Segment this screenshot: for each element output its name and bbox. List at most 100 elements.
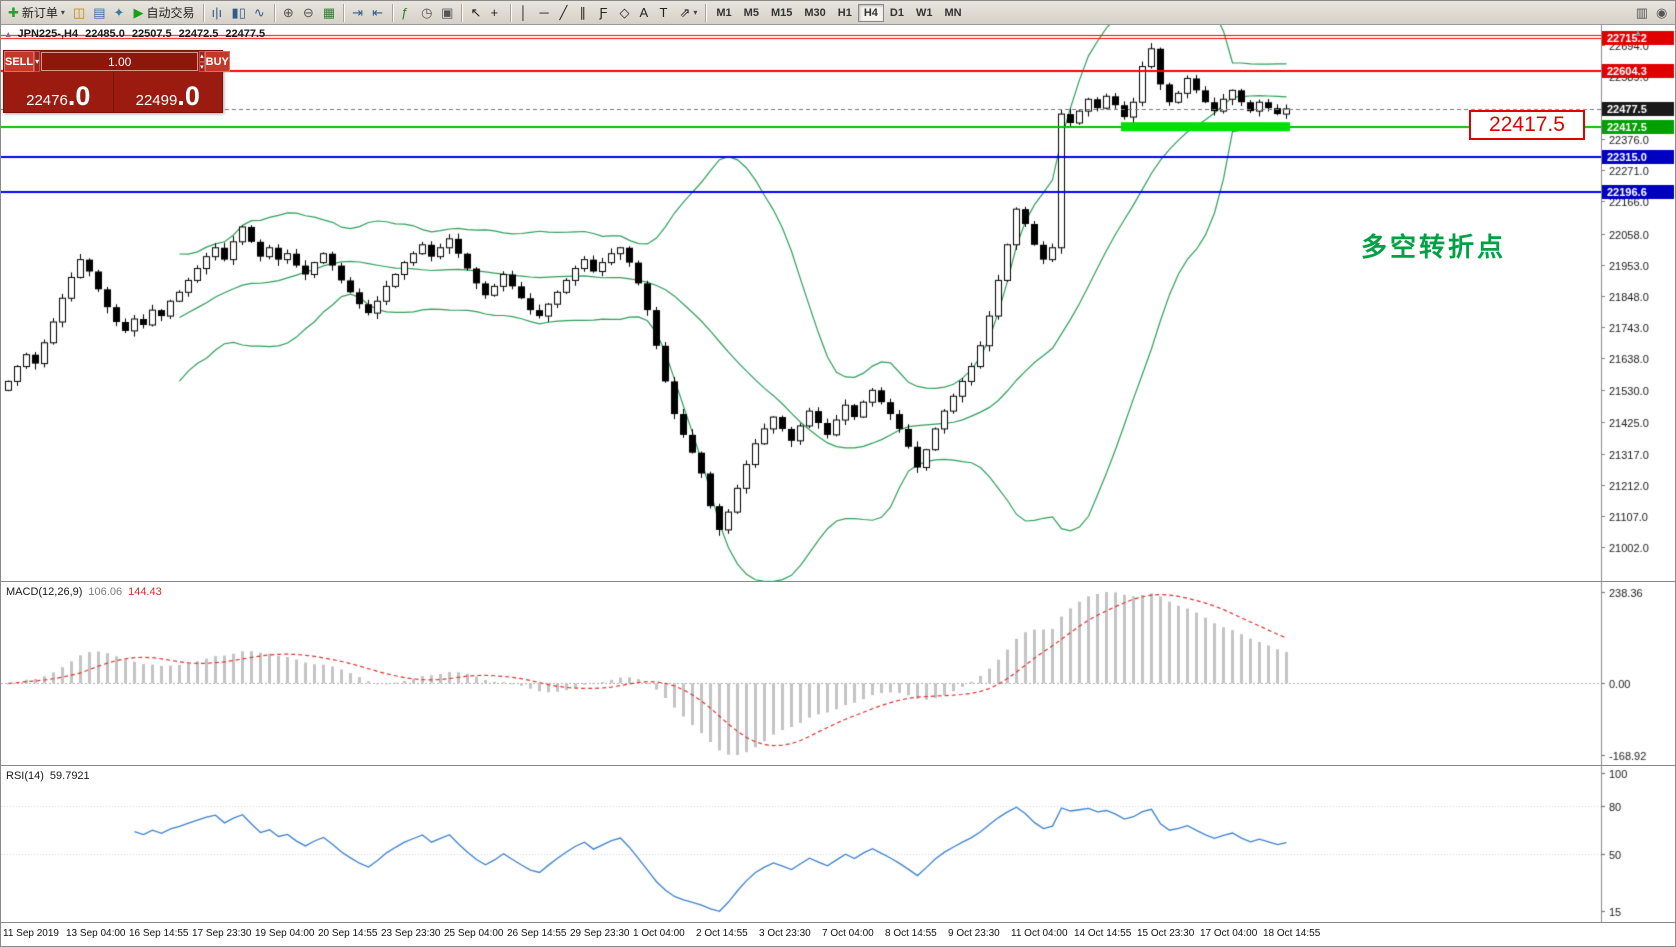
camera-icon-icon: ◉: [1656, 5, 1668, 20]
timeframe-mn-button[interactable]: MN: [944, 6, 962, 19]
data-window-button[interactable]: ▤: [89, 3, 109, 23]
date-label: 19 Sep 04:00: [255, 928, 315, 939]
toolbar-divider: [510, 3, 512, 22]
camera-icon[interactable]: ◉: [1652, 3, 1672, 23]
channel-icon: ∥: [579, 5, 586, 20]
toolbar-right-icons: ▥ ◉: [1632, 3, 1672, 23]
arrows-button[interactable]: ⇗ ▾: [675, 3, 701, 23]
one-click-trade-panel: SELL ▾ ▴ ▾ BUY 22476 .0 22499 .0: [3, 50, 230, 113]
sell-dropdown-icon[interactable]: ▾: [34, 51, 41, 72]
lot-up-icon[interactable]: ▴: [199, 51, 205, 62]
timeframe-m30-button[interactable]: M30: [804, 6, 826, 19]
date-label: 7 Oct 04:00: [822, 928, 874, 939]
candles-chart-button[interactable]: ▮▯: [228, 3, 250, 23]
date-label: 3 Oct 23:30: [759, 928, 811, 939]
channel-button[interactable]: ∥: [575, 3, 595, 23]
macd-panel: MACD(12,26,9) 106.06 144.43: [1, 581, 1675, 765]
rsi-panel: RSI(14) 59.7921: [1, 765, 1675, 922]
text-label-button[interactable]: T: [655, 3, 675, 23]
timeframe-d1-button[interactable]: D1: [889, 6, 904, 19]
cursor-icon: ↖: [470, 5, 482, 20]
timeframe-m1-button[interactable]: M1: [716, 6, 732, 19]
timeframe-m5-button[interactable]: M5: [743, 6, 759, 19]
templates-button[interactable]: ▣: [437, 3, 457, 23]
vertical-line-icon: │: [519, 5, 528, 20]
horizontal-line-button[interactable]: ─: [535, 3, 555, 23]
turning-point-annotation: 多空转折点: [1361, 232, 1507, 262]
date-label: 29 Sep 23:30: [570, 928, 630, 939]
chart-shift-icon: ⇤: [372, 5, 384, 20]
macd-value-signal: 144.43: [128, 586, 162, 598]
zoom-in-button[interactable]: ⊕: [279, 3, 299, 23]
new-order-icon: ✚: [8, 5, 19, 20]
navigator-button[interactable]: ✦: [110, 3, 130, 23]
fibonacci-icon: Ƒ: [599, 5, 608, 20]
text-label-icon: T: [659, 5, 668, 20]
date-label: 13 Sep 04:00: [66, 928, 126, 939]
date-label: 14 Oct 14:55: [1074, 928, 1132, 939]
shapes-button[interactable]: ◇: [615, 3, 635, 23]
line-chart-icon: ∿: [253, 5, 265, 20]
lot-down-icon[interactable]: ▾: [199, 61, 205, 72]
axis-scroll-icon[interactable]: ▲: [1633, 28, 1643, 39]
templates-icon: ▣: [441, 5, 454, 20]
sell-button[interactable]: SELL: [4, 51, 35, 72]
chart-window-button[interactable]: ◫: [69, 3, 89, 23]
zoom-out-icon: ⊖: [302, 5, 314, 20]
indicators-button[interactable]: ƒ: [397, 3, 417, 23]
tile-windows-icon: ▦: [322, 5, 336, 20]
date-label: 23 Sep 23:30: [381, 928, 441, 939]
toolbar-divider: [461, 3, 463, 22]
panel-collapse-icon[interactable]: ▴: [6, 28, 11, 39]
autotrading-button[interactable]: ▶ 自动交易: [130, 3, 199, 23]
candles-chart-icon: ▮▯: [231, 5, 246, 20]
vertical-line-button[interactable]: │: [515, 3, 535, 23]
trendline-button[interactable]: ╱: [555, 3, 575, 23]
crosshair-button[interactable]: +: [486, 3, 506, 23]
date-axis[interactable]: 11 Sep 2019 13 Sep 04:00 16 Sep 14:55 17 Se…: [1, 922, 1675, 946]
bars-chart-button[interactable]: ı|ı: [208, 3, 228, 23]
date-label: 17 Sep 23:30: [192, 928, 252, 939]
new-order-button[interactable]: ✚ 新订单 ▾: [4, 3, 69, 23]
toolbar: ✚ 新订单 ▾ ◫ ▤ ✦ ▶ 自动交易 ı|ı ▮▯ ∿ ⊕ ⊖ ▦ ⇥ ⇤ ƒ ◷ ▣ ↖ + │ ─ ╱ ∥ Ƒ ◇ A T ⇗ ▾ M…: [1, 1, 1675, 25]
buy-button[interactable]: BUY: [204, 51, 230, 72]
macd-chart[interactable]: [1, 582, 1675, 765]
date-label: 1 Oct 04:00: [633, 928, 685, 939]
bars-chart-icon: ı|ı: [211, 5, 223, 20]
candlestick-chart[interactable]: [1, 25, 1675, 581]
timeframe-w1-button[interactable]: W1: [915, 6, 933, 19]
date-label: 2 Oct 14:55: [696, 928, 748, 939]
chart-shift-button[interactable]: ⇤: [368, 3, 388, 23]
tile-windows-button[interactable]: ▦: [319, 3, 339, 23]
date-label: 9 Oct 23:30: [948, 928, 1000, 939]
auto-scroll-icon: ⇥: [352, 5, 364, 20]
timeframe-h1-button[interactable]: H1: [837, 6, 852, 19]
date-label: 20 Sep 14:55: [318, 928, 378, 939]
zoom-out-button[interactable]: ⊖: [299, 3, 319, 23]
auto-scroll-button[interactable]: ⇥: [348, 3, 368, 23]
toolbar-divider: [202, 3, 204, 22]
symbol-period-label: JPN225-,H4: [17, 28, 79, 40]
timeframe-h4-button[interactable]: H4: [857, 3, 884, 22]
chart-header: ▴ JPN225-,H4 22485.0 22507.5 22472.5 224…: [6, 28, 265, 40]
date-label: 18 Oct 14:55: [1263, 928, 1321, 939]
rsi-value: 59.7921: [49, 770, 90, 782]
sell-price[interactable]: 22476 .0: [4, 72, 113, 112]
lot-size-input[interactable]: [41, 52, 199, 71]
print-icon[interactable]: ▥: [1632, 3, 1652, 23]
indicators-icon: ƒ: [401, 5, 409, 20]
periods-button[interactable]: ◷: [417, 3, 437, 23]
sell-price-main: 22476: [26, 92, 68, 109]
rsi-chart[interactable]: [1, 766, 1675, 922]
text-button[interactable]: A: [635, 3, 655, 23]
toolbar-divider: [273, 3, 275, 22]
line-chart-button[interactable]: ∿: [250, 3, 270, 23]
timeframe-m15-button[interactable]: M15: [770, 6, 793, 19]
macd-label: MACD(12,26,9) 106.06 144.43: [6, 586, 162, 598]
fibonacci-button[interactable]: Ƒ: [595, 3, 615, 23]
shapes-icon: ◇: [619, 5, 630, 20]
periods-icon: ◷: [421, 5, 433, 20]
buy-price[interactable]: 22499 .0: [114, 72, 223, 112]
cursor-button[interactable]: ↖: [466, 3, 486, 23]
